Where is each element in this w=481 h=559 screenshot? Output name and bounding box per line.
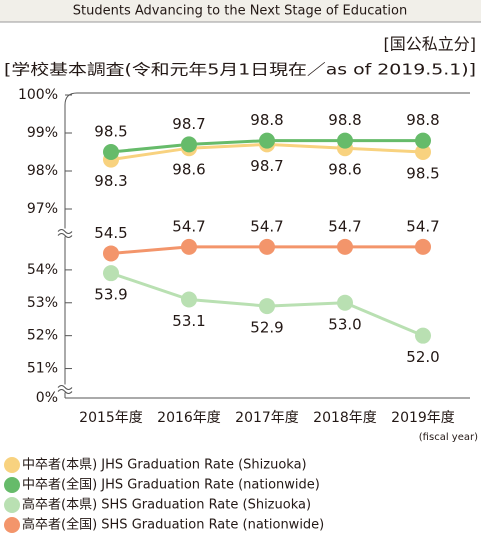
series-point xyxy=(415,144,431,160)
legend-label: 高卒者(本県) SHS Graduation Rate (Shizuoka) xyxy=(22,497,311,513)
y-tick-label: 51% xyxy=(27,361,58,377)
series-point xyxy=(181,238,197,255)
x-note: (fiscal year) xyxy=(419,432,478,443)
data-label: 98.7 xyxy=(250,157,283,175)
x-tick-label: 2019年度 xyxy=(391,410,455,426)
data-label: 54.7 xyxy=(406,217,439,235)
data-label: 52.0 xyxy=(406,348,439,366)
series-point xyxy=(415,132,431,149)
axis-break xyxy=(57,385,73,394)
data-label: 98.8 xyxy=(328,111,361,129)
series-point xyxy=(103,144,119,160)
data-label: 98.7 xyxy=(172,115,205,133)
axis-break-gap xyxy=(58,384,72,393)
series-point xyxy=(415,327,431,344)
chart-title: [国公私立分] xyxy=(384,35,477,54)
data-label: 98.5 xyxy=(406,165,439,183)
y-tick-label: 52% xyxy=(27,328,58,344)
header-band xyxy=(0,0,481,22)
series-point xyxy=(337,238,353,255)
x-tick-label: 2018年度 xyxy=(313,410,377,426)
legend-swatch xyxy=(4,517,20,533)
header: Students Advancing to the Next Stage of … xyxy=(73,4,407,19)
data-label: 54.7 xyxy=(328,217,361,235)
data-label: 98.8 xyxy=(406,111,439,129)
legend-swatch xyxy=(4,477,20,493)
data-label: 52.9 xyxy=(250,319,283,337)
legend-swatch xyxy=(4,497,20,513)
data-label: 98.6 xyxy=(328,161,361,179)
y-tick-label: 100% xyxy=(18,87,58,103)
data-label: 98.3 xyxy=(94,172,127,190)
legend-label: 中卒者(全国) JHS Graduation Rate (nationwide) xyxy=(22,477,320,493)
axis-break xyxy=(57,229,73,238)
x-tick-label: 2017年度 xyxy=(235,410,299,426)
axis-break-gap xyxy=(58,228,72,237)
series-point xyxy=(259,298,275,315)
legend-swatch xyxy=(4,457,20,473)
x-tick-label: 2015年度 xyxy=(79,410,143,426)
data-label: 54.7 xyxy=(250,217,283,235)
plot-frame xyxy=(64,92,470,398)
series-point xyxy=(103,265,119,282)
data-label: 98.6 xyxy=(172,161,205,179)
data-label: 54.5 xyxy=(94,224,127,242)
series-point xyxy=(181,136,197,153)
series-point xyxy=(337,132,353,149)
y-tick-label: 53% xyxy=(27,295,58,311)
data-label: 53.1 xyxy=(172,312,205,330)
data-label: 53.9 xyxy=(94,286,127,304)
data-label: 98.8 xyxy=(250,111,283,129)
series-point xyxy=(259,132,275,149)
y-tick-label: 98% xyxy=(27,163,58,179)
y-tick-label: 54% xyxy=(27,262,58,278)
y-tick-label: 0% xyxy=(36,390,58,406)
data-label: 54.7 xyxy=(172,217,205,235)
series-point xyxy=(415,238,431,255)
y-tick-label: 97% xyxy=(27,201,58,217)
chart-subtitle: [学校基本調査(令和元年5月1日現在／as of 2019.5.1)] xyxy=(4,61,476,79)
data-label: 53.0 xyxy=(328,315,361,333)
series-point xyxy=(259,238,275,255)
data-label: 98.5 xyxy=(94,123,127,141)
legend-label: 中卒者(本県) JHS Graduation Rate (Shizuoka) xyxy=(22,458,307,473)
x-tick-label: 2016年度 xyxy=(157,410,221,426)
series-point xyxy=(181,291,197,308)
y-tick-label: 99% xyxy=(27,125,58,141)
series-point xyxy=(337,294,353,311)
series-point xyxy=(103,245,119,262)
legend-label: 高卒者(全国) SHS Graduation Rate (nationwide) xyxy=(22,517,324,533)
